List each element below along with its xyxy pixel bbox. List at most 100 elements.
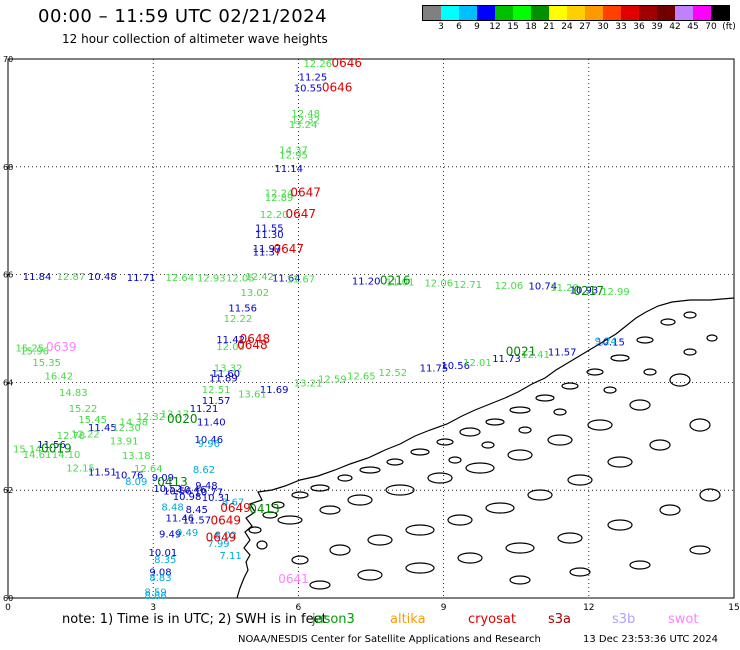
island-outline xyxy=(310,484,330,492)
wave-height-reading: 11.45 xyxy=(88,423,117,434)
wave-height-reading: 10.48 xyxy=(88,272,117,283)
island-outline xyxy=(481,441,495,449)
wave-height-reading: 12.51 xyxy=(202,385,231,396)
island-outline xyxy=(385,484,415,496)
wave-height-reading: 12.32 xyxy=(291,116,320,127)
wave-height-reading: 11.21 xyxy=(190,404,219,415)
island-outline xyxy=(291,555,309,565)
legend-label: 6 xyxy=(456,22,462,32)
wave-height-reading: 12.22 xyxy=(224,314,253,325)
wave-height-color-legend: 3 6 9 12 15 18 21 24 27 30 33 36 39 42 45 70 (ft) xyxy=(422,5,736,37)
norway-coastline xyxy=(236,297,735,599)
legend-swatch xyxy=(423,6,441,20)
wave-height-reading: 10.98 xyxy=(173,492,202,503)
satellite-name-cryosat: cryosat xyxy=(468,612,516,627)
legend-swatch xyxy=(549,6,567,20)
island-outline xyxy=(603,386,617,394)
island-outline xyxy=(683,311,697,319)
wave-height-reading: 10.77 xyxy=(195,488,224,499)
lon-tick-label: 3 xyxy=(150,603,156,613)
note-line: note: 1) Time is in UTC; 2) SWH is in fe… xyxy=(62,612,327,627)
pass-time-label: 0649 xyxy=(220,501,251,515)
note-text: note: 1) Time is in UTC; 2) SWH is in fe… xyxy=(62,612,327,627)
island-outline xyxy=(291,491,309,499)
wave-height-reading: 15.45 xyxy=(78,415,107,426)
legend-swatch xyxy=(603,6,621,20)
wave-height-reading: 11.30 xyxy=(255,230,284,241)
wave-height-reading: 13.02 xyxy=(241,288,270,299)
wave-height-reading: 11.20 xyxy=(550,283,579,294)
legend-swatches xyxy=(422,5,730,21)
coastline-main xyxy=(236,297,735,599)
wave-height-reading: 11.51 xyxy=(88,468,117,479)
wave-height-reading: 8.45 xyxy=(186,505,208,516)
wave-height-reading: 12.20 xyxy=(260,210,289,221)
wave-height-reading: 11.56 xyxy=(37,440,66,451)
legend-label: 18 xyxy=(525,22,537,32)
legend-label: 70 xyxy=(705,22,717,32)
legend-swatch xyxy=(513,6,531,20)
wave-height-reading: 11.57 xyxy=(182,516,211,527)
lat-tick-label: 60 xyxy=(3,594,13,603)
island-outline xyxy=(357,569,383,581)
wave-height-reading: 12.06 xyxy=(424,278,453,289)
pass-time-label: 0021 xyxy=(506,344,537,358)
wave-height-reading: 12.48 xyxy=(291,109,320,120)
island-outline xyxy=(699,488,721,502)
wave-height-reading: 9.24 xyxy=(595,337,617,348)
island-outline xyxy=(465,462,495,474)
legend-label: 15 xyxy=(507,22,519,32)
pass-time-label: 0413 xyxy=(249,502,280,516)
wave-height-reading: 12.42 xyxy=(245,272,274,283)
wave-height-reading: 9.48 xyxy=(195,481,217,492)
page-subtitle: 12 hour collection of altimeter wave hei… xyxy=(62,32,328,46)
wave-height-reading: 12.32 xyxy=(136,412,165,423)
lon-tick-label: 0 xyxy=(5,603,11,613)
lon-tick-label: 12 xyxy=(583,603,594,613)
island-outline xyxy=(553,408,567,416)
wave-height-reading: 15.25 xyxy=(15,344,44,355)
island-outline xyxy=(436,438,454,446)
wave-height-reading: 10.56 xyxy=(163,487,192,498)
wave-height-reading: 9.49 xyxy=(159,530,181,541)
wave-height-reading: 12.71 xyxy=(453,280,482,291)
wave-height-reading: 9.08 xyxy=(149,567,171,578)
wave-height-reading: 12.01 xyxy=(463,358,492,369)
wave-height-reading: 7.99 xyxy=(207,539,229,550)
wave-height-reading: 12.78 xyxy=(57,431,86,442)
legend-label: 45 xyxy=(687,22,699,32)
wave-height-reading: 12.95 xyxy=(279,151,308,162)
island-outline xyxy=(405,524,435,536)
wave-height-reading: 13.24 xyxy=(289,120,318,131)
wave-height-reading: 12.65 xyxy=(347,372,376,383)
wave-height-reading: 8.83 xyxy=(149,573,171,584)
island-outline xyxy=(629,560,651,570)
island-outline xyxy=(689,418,711,432)
island-outline xyxy=(405,562,435,574)
wave-height-reading: 11.69 xyxy=(260,385,289,396)
island-outline xyxy=(586,368,604,376)
legend-swatch xyxy=(567,6,585,20)
island-outline xyxy=(567,474,593,486)
wave-height-reading: 14.10 xyxy=(52,450,81,461)
wave-height-reading: 12.30 xyxy=(112,423,141,434)
wave-height-reading: 15.35 xyxy=(32,358,61,369)
wave-height-reading: 12.87 xyxy=(57,272,86,283)
satellite-name-jason3: jason3 xyxy=(312,612,355,627)
wave-height-reading: 15.14 xyxy=(13,444,42,455)
legend-label: 12 xyxy=(489,22,501,32)
wave-height-reading: 11.01 xyxy=(386,277,415,288)
wave-height-reading: 12.41 xyxy=(521,350,550,361)
island-outline xyxy=(277,515,303,525)
island-outline xyxy=(509,406,531,414)
wave-height-reading: 11.42 xyxy=(216,335,245,346)
island-outline xyxy=(367,534,393,546)
wave-height-reading: 16.42 xyxy=(44,372,73,383)
island-outline xyxy=(643,368,657,376)
pass-time-label: 0646 xyxy=(322,80,353,94)
legend-swatch xyxy=(657,6,675,20)
wave-height-reading: 11.89 xyxy=(209,373,238,384)
wave-height-reading: 9.49 xyxy=(176,528,198,539)
lat-tick-label: 70 xyxy=(3,55,13,64)
